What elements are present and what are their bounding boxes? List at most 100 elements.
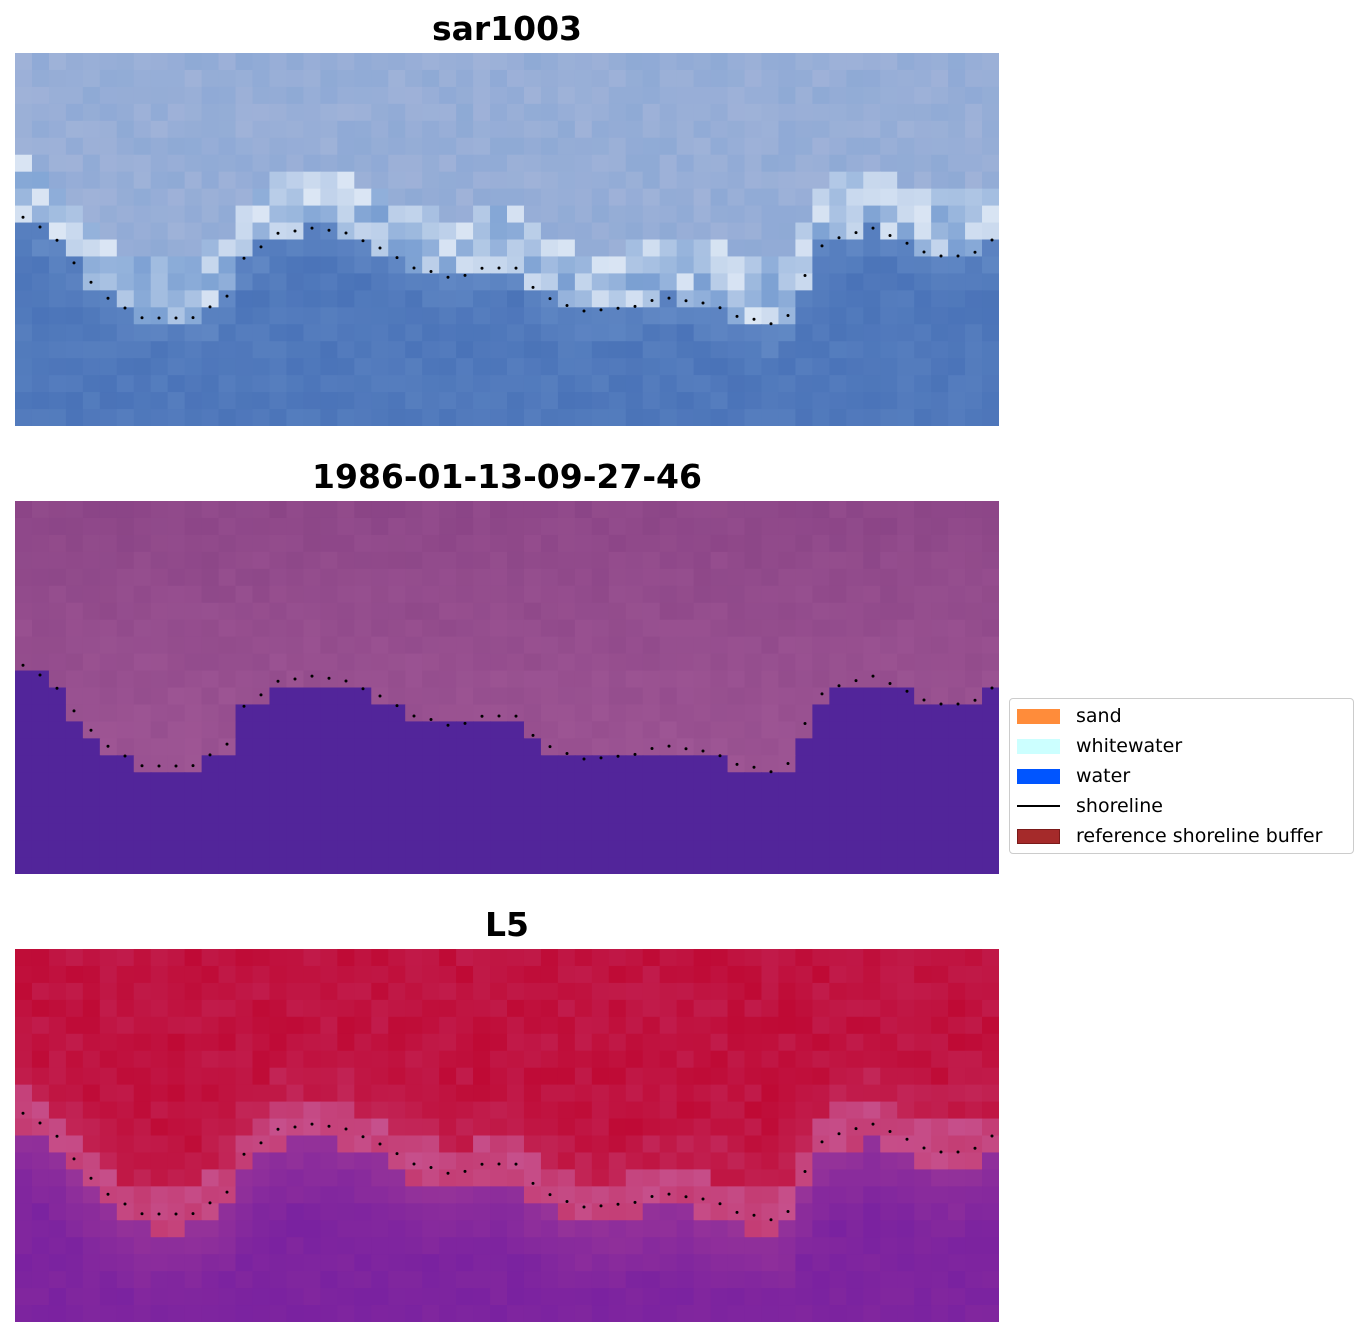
image-pixel xyxy=(659,653,678,672)
image-pixel xyxy=(965,636,983,655)
image-pixel xyxy=(337,619,355,638)
image-pixel xyxy=(846,273,864,291)
image-pixel xyxy=(99,1050,118,1069)
image-pixel xyxy=(252,1288,271,1306)
image-pixel xyxy=(286,375,305,393)
shoreline-point xyxy=(939,254,943,258)
image-pixel xyxy=(354,670,372,689)
image-pixel xyxy=(727,738,746,756)
image-pixel xyxy=(965,188,983,207)
image-pixel xyxy=(456,568,474,587)
image-pixel xyxy=(422,392,440,410)
image-pixel xyxy=(337,789,355,807)
image-pixel xyxy=(201,738,220,756)
shoreline-point xyxy=(412,1162,416,1166)
image-pixel xyxy=(625,1271,644,1289)
image-pixel xyxy=(829,517,847,536)
image-pixel xyxy=(507,1118,525,1137)
image-pixel xyxy=(744,1016,763,1035)
image-pixel xyxy=(405,307,423,325)
image-pixel xyxy=(201,239,220,258)
image-pixel xyxy=(829,273,847,291)
image-pixel xyxy=(931,103,949,122)
image-pixel xyxy=(133,517,152,536)
image-pixel xyxy=(99,823,118,841)
image-pixel xyxy=(269,1016,288,1035)
image-pixel xyxy=(812,103,830,122)
image-pixel xyxy=(846,789,864,807)
image-pixel xyxy=(574,154,593,173)
image-pixel xyxy=(184,670,203,689)
image-pixel xyxy=(507,154,525,173)
image-pixel xyxy=(218,670,237,689)
image-pixel xyxy=(812,290,830,308)
shoreline-point xyxy=(871,226,875,230)
image-pixel xyxy=(795,409,813,426)
image-pixel xyxy=(540,534,559,553)
image-pixel xyxy=(676,1271,695,1289)
image-pixel xyxy=(523,120,542,139)
image-pixel xyxy=(897,534,915,553)
image-pixel xyxy=(625,1067,644,1086)
image-pixel xyxy=(608,619,627,638)
image-pixel xyxy=(710,1220,729,1238)
image-pixel xyxy=(405,857,423,874)
image-pixel xyxy=(507,823,525,841)
image-pixel xyxy=(931,409,949,426)
image-pixel xyxy=(252,1169,271,1187)
image-pixel xyxy=(744,1305,763,1322)
image-pixel xyxy=(574,772,593,790)
image-pixel xyxy=(218,619,237,638)
image-pixel xyxy=(371,1118,389,1137)
image-pixel xyxy=(252,103,271,122)
image-pixel xyxy=(320,1186,338,1204)
image-pixel xyxy=(439,358,457,376)
image-pixel xyxy=(405,1084,423,1103)
image-pixel xyxy=(727,551,746,570)
image-pixel xyxy=(150,1305,169,1322)
image-pixel xyxy=(710,1237,729,1255)
image-pixel xyxy=(405,619,423,638)
image-pixel xyxy=(184,120,203,139)
image-pixel xyxy=(982,137,999,156)
image-pixel xyxy=(846,205,864,224)
image-pixel xyxy=(727,636,746,655)
image-pixel xyxy=(778,69,797,88)
image-pixel xyxy=(303,772,321,790)
image-pixel xyxy=(65,1237,84,1255)
image-pixel xyxy=(65,69,84,88)
shoreline-point xyxy=(242,704,246,708)
image-pixel xyxy=(931,755,949,773)
image-pixel xyxy=(507,857,525,874)
image-pixel xyxy=(235,772,254,790)
image-pixel xyxy=(65,290,84,308)
image-pixel xyxy=(456,1186,474,1204)
image-pixel xyxy=(710,1118,729,1137)
image-pixel xyxy=(931,568,949,587)
image-pixel xyxy=(48,239,67,258)
image-pixel xyxy=(778,324,797,342)
image-pixel xyxy=(880,857,898,874)
image-pixel xyxy=(659,1169,678,1187)
image-pixel xyxy=(880,222,898,241)
image-pixel xyxy=(31,687,50,706)
image-pixel xyxy=(456,1271,474,1289)
image-pixel xyxy=(778,551,797,570)
image-pixel xyxy=(846,86,864,105)
image-pixel xyxy=(982,1254,999,1272)
image-pixel xyxy=(659,392,678,410)
image-pixel xyxy=(659,636,678,655)
image-pixel xyxy=(303,501,321,519)
image-pixel xyxy=(846,772,864,790)
shoreline-point xyxy=(259,693,263,697)
image-pixel xyxy=(15,392,33,410)
shoreline-point xyxy=(344,1127,348,1131)
image-pixel xyxy=(456,290,474,308)
image-pixel xyxy=(591,256,610,274)
image-pixel xyxy=(507,721,525,739)
image-pixel xyxy=(625,1152,644,1170)
image-pixel xyxy=(422,704,440,722)
shoreline-point xyxy=(55,238,59,242)
image-pixel xyxy=(812,1186,830,1204)
image-pixel xyxy=(337,392,355,410)
